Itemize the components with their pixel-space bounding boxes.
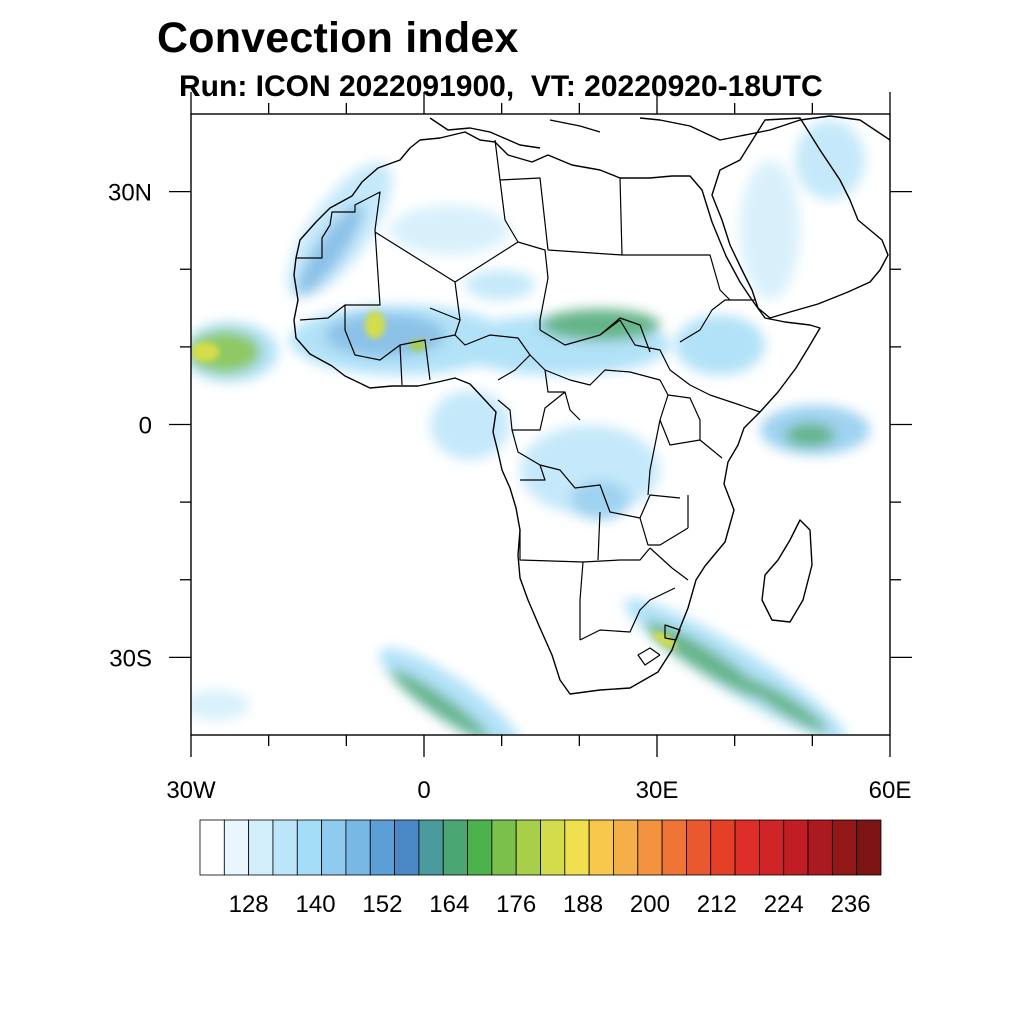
colorbar-label: 164: [429, 891, 469, 918]
colorbar-swatch: [369, 819, 395, 876]
chart-subtitle: Run: ICON 2022091900, VT: 20220920-18UTC: [179, 70, 823, 103]
colorbar-swatch: [807, 819, 833, 876]
colorbar-label: 224: [764, 891, 804, 918]
map-boundaries: [293, 115, 890, 695]
colorbar-swatch: [394, 819, 420, 876]
field-gulf-guinea: [430, 390, 510, 460]
lon-tick-label: 30E: [636, 777, 679, 804]
colorbar-swatch: [296, 819, 323, 876]
colorbar-swatch: [540, 819, 566, 876]
colorbar-swatch: [345, 819, 371, 876]
colorbar-label: 152: [362, 891, 402, 918]
colorbar-label: 140: [296, 891, 336, 918]
madagascar-coastline: [761, 519, 813, 623]
arabian-peninsula-coastline: [711, 117, 889, 319]
colorbar-swatch: [491, 819, 517, 876]
colorbar-swatch: [321, 819, 347, 876]
lon-tick-label: 0: [417, 777, 430, 804]
colorbar-label: 128: [229, 891, 269, 918]
europe-coastline: [429, 115, 890, 149]
colorbar-swatch: [856, 819, 882, 876]
axis-tick-labels: 30W 0 30E 60E 30N 0 30S: [108, 180, 911, 804]
colorbar-swatch: [515, 819, 541, 876]
colorbar-swatch: [223, 819, 250, 876]
lat-tick-label: 30S: [109, 645, 152, 672]
colorbar: [199, 819, 882, 876]
axis-ticks: [169, 92, 912, 757]
field-arabia: [740, 160, 800, 300]
lon-tick-label: 30W: [166, 777, 216, 804]
convection-field: [191, 120, 870, 735]
africa-coastline: [293, 131, 821, 695]
colorbar-swatch: [442, 819, 468, 876]
colorbar-swatch: [637, 819, 663, 876]
colorbar-swatch: [783, 819, 809, 876]
colorbar-swatch: [734, 819, 760, 876]
colorbar-labels: 128 140 152 164 176 188 200 212 224 236: [229, 891, 871, 918]
lat-tick-label: 30N: [108, 180, 152, 207]
colorbar-label: 212: [697, 891, 737, 918]
colorbar-label: 188: [563, 891, 603, 918]
lat-tick-label: 0: [139, 413, 152, 440]
colorbar-swatch: [686, 819, 712, 876]
colorbar-swatch: [272, 819, 298, 876]
colorbar-swatch: [758, 819, 785, 876]
colorbar-swatch: [467, 819, 493, 876]
colorbar-swatch: [418, 819, 444, 876]
colorbar-swatch: [588, 819, 614, 876]
colorbar-swatch: [199, 819, 225, 876]
colorbar-label: 200: [630, 891, 670, 918]
country-borders: [296, 139, 761, 666]
colorbar-label: 176: [496, 891, 536, 918]
colorbar-swatch: [661, 819, 687, 876]
lon-tick-label: 60E: [869, 777, 912, 804]
colorbar-swatch: [710, 819, 736, 876]
colorbar-swatch: [613, 819, 639, 876]
colorbar-swatch: [564, 819, 590, 876]
chart-title: Convection index: [157, 14, 519, 62]
colorbar-swatch: [248, 819, 274, 876]
colorbar-swatch: [831, 819, 858, 876]
colorbar-label: 236: [831, 891, 871, 918]
